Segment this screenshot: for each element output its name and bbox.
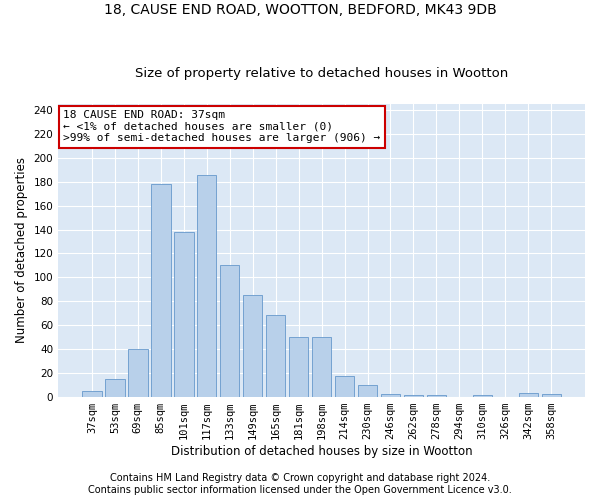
Bar [197,174,217,396]
Title: Size of property relative to detached houses in Wootton: Size of property relative to detached ho… [135,66,508,80]
X-axis label: Distribution of detached houses by size in Wootton: Distribution of detached houses by size … [171,444,472,458]
Bar [542,394,561,396]
Bar [82,390,101,396]
Bar [289,337,308,396]
Y-axis label: Number of detached properties: Number of detached properties [15,158,28,344]
Text: Contains HM Land Registry data © Crown copyright and database right 2024.
Contai: Contains HM Land Registry data © Crown c… [88,474,512,495]
Bar [312,337,331,396]
Text: 18, CAUSE END ROAD, WOOTTON, BEDFORD, MK43 9DB: 18, CAUSE END ROAD, WOOTTON, BEDFORD, MK… [104,2,496,16]
Bar [220,266,239,396]
Bar [128,349,148,397]
Bar [335,376,355,396]
Bar [358,384,377,396]
Bar [105,378,125,396]
Bar [151,184,170,396]
Text: 18 CAUSE END ROAD: 37sqm
← <1% of detached houses are smaller (0)
>99% of semi-d: 18 CAUSE END ROAD: 37sqm ← <1% of detach… [64,110,380,144]
Bar [266,316,286,396]
Bar [243,295,262,396]
Bar [518,393,538,396]
Bar [174,232,194,396]
Bar [381,394,400,396]
